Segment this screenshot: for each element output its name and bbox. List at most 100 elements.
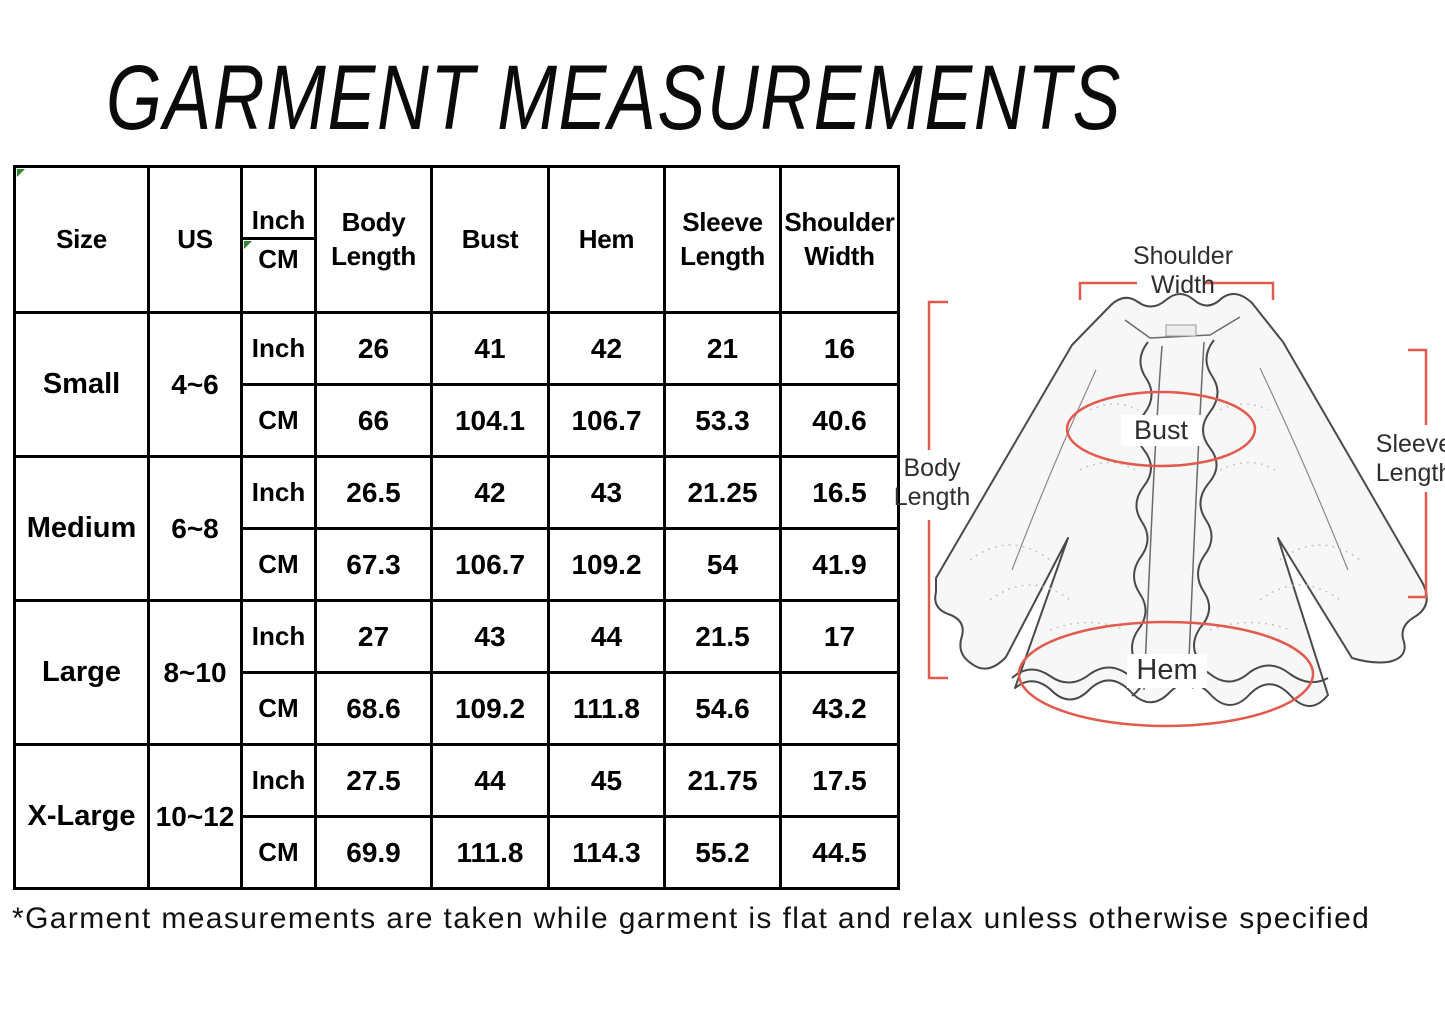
value-cell: 16 [779, 311, 900, 386]
bust-label: Bust [1121, 415, 1201, 447]
value-cell: 42 [430, 455, 550, 530]
value-cell: 21.5 [663, 599, 782, 674]
value-cell: 54.6 [663, 671, 782, 746]
us-size-cell: 8~10 [147, 599, 243, 746]
size-cell: Medium [13, 455, 150, 602]
value-cell: 41.9 [779, 527, 900, 602]
front-edge-right [1191, 339, 1219, 689]
value-cell: 45 [547, 743, 666, 818]
size-cell: Large [13, 599, 150, 746]
table-row-medium-cm: CM 67.3 106.7 109.2 54 41.9 [15, 527, 900, 602]
shoulder-width-bracket [1078, 281, 1275, 300]
table-row-large-cm: CM 68.6 109.2 111.8 54.6 43.2 [15, 671, 900, 746]
shoulder-width-label: Shoulder Width [1132, 242, 1234, 299]
value-cell: 55.2 [663, 815, 782, 890]
table-row-medium-inch: Medium 6~8 Inch 26.5 42 43 21.25 16.5 [13, 455, 900, 602]
value-cell: 54 [663, 527, 782, 602]
page-title: GARMENT MEASUREMENTS [106, 47, 1122, 149]
hem-ellipse [1017, 620, 1315, 728]
front-edge-left [1131, 341, 1153, 697]
value-cell: 17.5 [779, 743, 900, 818]
bust-ellipse [1065, 390, 1257, 468]
front-seam-right [1187, 341, 1205, 681]
header-unit-cm-label: CM [258, 243, 299, 274]
header-unit-cm: CM [243, 240, 314, 312]
us-size-cell: 4~6 [147, 311, 243, 458]
value-cell: 44.5 [779, 815, 900, 890]
value-cell: 27.5 [314, 743, 433, 818]
unit-cell: Inch [240, 599, 317, 674]
value-cell: 106.7 [547, 383, 666, 458]
table-row-xlarge-cm: CM 69.9 111.8 114.3 55.2 44.5 [15, 815, 900, 890]
cardigan-illustration [927, 281, 1428, 728]
value-cell: 21.75 [663, 743, 782, 818]
header-hem: Hem [547, 165, 666, 314]
value-cell: 67.3 [314, 527, 433, 602]
value-cell: 111.8 [430, 815, 550, 890]
value-cell: 27 [314, 599, 433, 674]
table-row-large-inch: Large 8~10 Inch 27 43 44 21.5 17 [13, 599, 900, 746]
excel-error-indicator-icon [17, 169, 25, 177]
value-cell: 21 [663, 311, 782, 386]
value-cell: 104.1 [430, 383, 550, 458]
body-length-bracket [927, 300, 948, 680]
value-cell: 26.5 [314, 455, 433, 530]
sleeve-fold-right [1259, 367, 1349, 571]
footnote: *Garment measurements are taken while ga… [12, 902, 1371, 935]
neck-tag [1165, 324, 1197, 337]
value-cell: 114.3 [547, 815, 666, 890]
value-cell: 41 [430, 311, 550, 386]
value-cell: 21.25 [663, 455, 782, 530]
table-row-small-cm: CM 66 104.1 106.7 53.3 40.6 [15, 383, 900, 458]
header-body-length: Body Length [314, 165, 433, 314]
value-cell: 109.2 [430, 671, 550, 746]
value-cell: 44 [430, 743, 550, 818]
excel-error-indicator-icon [244, 240, 252, 249]
header-shoulder-width: Shoulder Width [779, 165, 900, 314]
us-size-cell: 6~8 [147, 455, 243, 602]
value-cell: 43.2 [779, 671, 900, 746]
us-size-cell: 10~12 [147, 743, 243, 890]
header-unit-inch: Inch [243, 168, 314, 240]
table-row-small-inch: Small 4~6 Inch 26 41 42 21 16 [13, 311, 900, 458]
value-cell: 109.2 [547, 527, 666, 602]
unit-cell: Inch [240, 743, 317, 818]
size-cell: X-Large [13, 743, 150, 890]
header-unit: Inch CM [240, 165, 317, 314]
table-row-xlarge-inch: X-Large 10~12 Inch 27.5 44 45 21.75 17.5 [13, 743, 900, 890]
lace-texture [969, 403, 1361, 631]
front-seam-left [1143, 345, 1163, 691]
value-cell: 26 [314, 311, 433, 386]
value-cell: 111.8 [547, 671, 666, 746]
body-length-label: Body Length [893, 454, 971, 511]
value-cell: 69.9 [314, 815, 433, 890]
unit-cell: CM [240, 383, 317, 458]
table-header-row: Size US Inch CM Body Length Bust Hem Sle… [13, 165, 900, 314]
header-sleeve-length: Sleeve Length [663, 165, 782, 314]
sleeve-length-label: Sleeve Length [1375, 430, 1445, 487]
unit-cell: CM [240, 815, 317, 890]
value-cell: 66 [314, 383, 433, 458]
unit-cell: CM [240, 527, 317, 602]
unit-cell: Inch [240, 455, 317, 530]
value-cell: 44 [547, 599, 666, 674]
value-cell: 43 [430, 599, 550, 674]
value-cell: 53.3 [663, 383, 782, 458]
value-cell: 16.5 [779, 455, 900, 530]
unit-cell: CM [240, 671, 317, 746]
sleeve-length-bracket [1408, 348, 1428, 599]
header-us: US [147, 165, 243, 314]
hem-label: Hem [1127, 654, 1207, 688]
value-cell: 42 [547, 311, 666, 386]
value-cell: 106.7 [430, 527, 550, 602]
size-chart-table: Size US Inch CM Body Length Bust Hem Sle… [13, 165, 900, 890]
value-cell: 17 [779, 599, 900, 674]
value-cell: 40.6 [779, 383, 900, 458]
sleeve-fold-left [1011, 369, 1097, 571]
header-bust: Bust [430, 165, 550, 314]
size-cell: Small [13, 311, 150, 458]
header-size: Size [13, 165, 150, 314]
value-cell: 43 [547, 455, 666, 530]
unit-cell: Inch [240, 311, 317, 386]
garment-diagram: Shoulder Width Body Length Sleeve Length… [894, 230, 1445, 775]
